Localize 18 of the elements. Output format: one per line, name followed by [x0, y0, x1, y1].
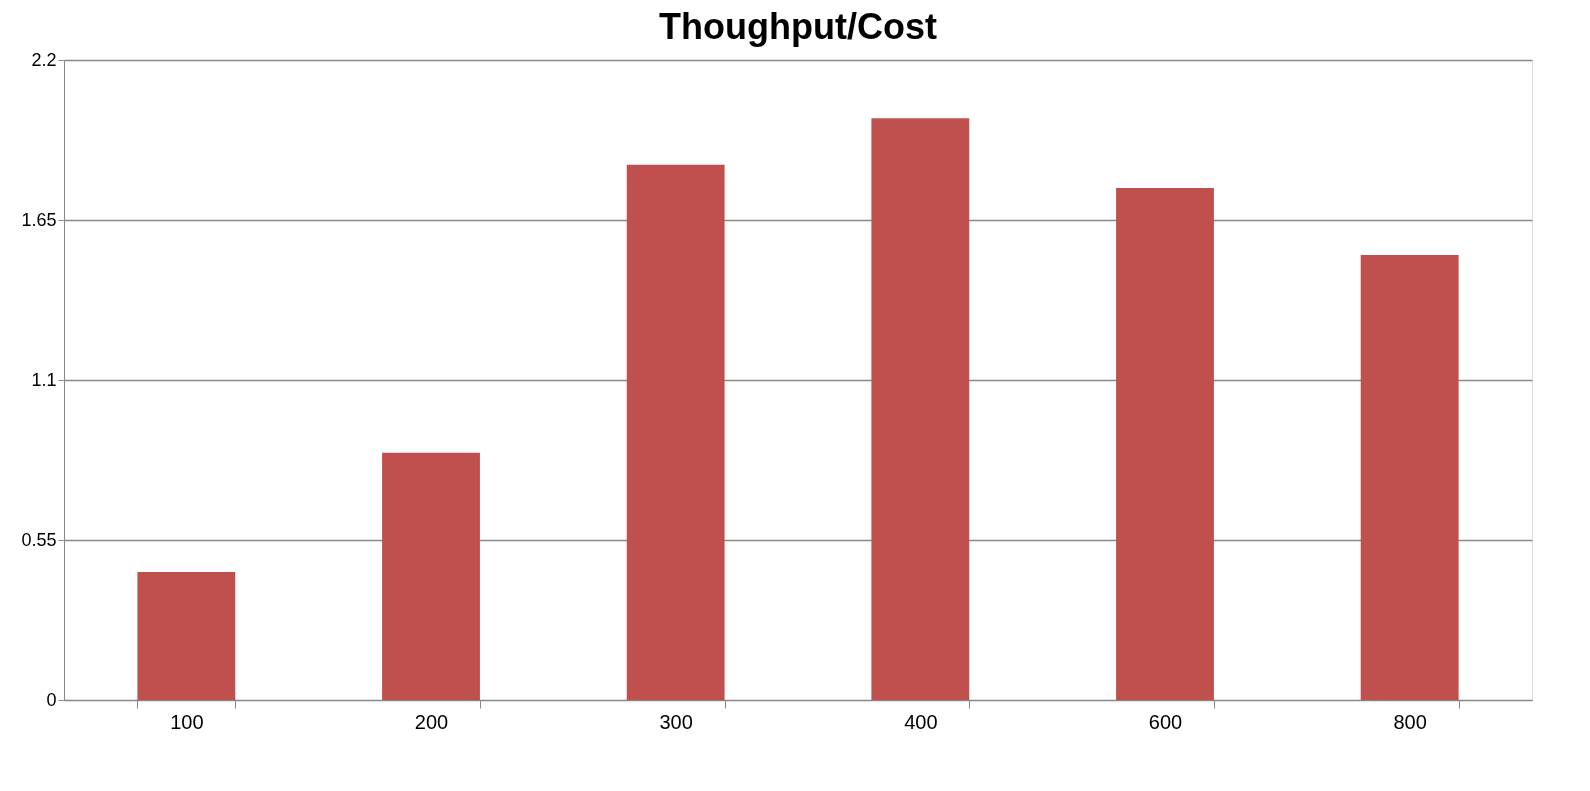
bar [871, 118, 970, 700]
bar [1116, 188, 1214, 700]
bar [137, 572, 236, 700]
x-tick-label: 200 [414, 710, 449, 733]
y-tick-label: 1.65 [21, 209, 57, 230]
y-tick-label: 0 [46, 689, 57, 710]
bar [382, 452, 480, 700]
y-tick-label: 1.1 [31, 369, 57, 390]
x-tick-label: 400 [904, 710, 938, 733]
chart-title: Thoughput/Cost [659, 6, 937, 47]
y-tick-label: 2.2 [31, 49, 57, 70]
bar [1360, 254, 1459, 700]
x-tick-label: 600 [1148, 710, 1183, 733]
x-tick-label: 800 [1393, 710, 1427, 733]
x-tick-label: 100 [170, 710, 204, 733]
y-tick-label: 0.55 [21, 529, 57, 550]
x-tick-label: 300 [659, 710, 693, 733]
bar [626, 164, 725, 700]
